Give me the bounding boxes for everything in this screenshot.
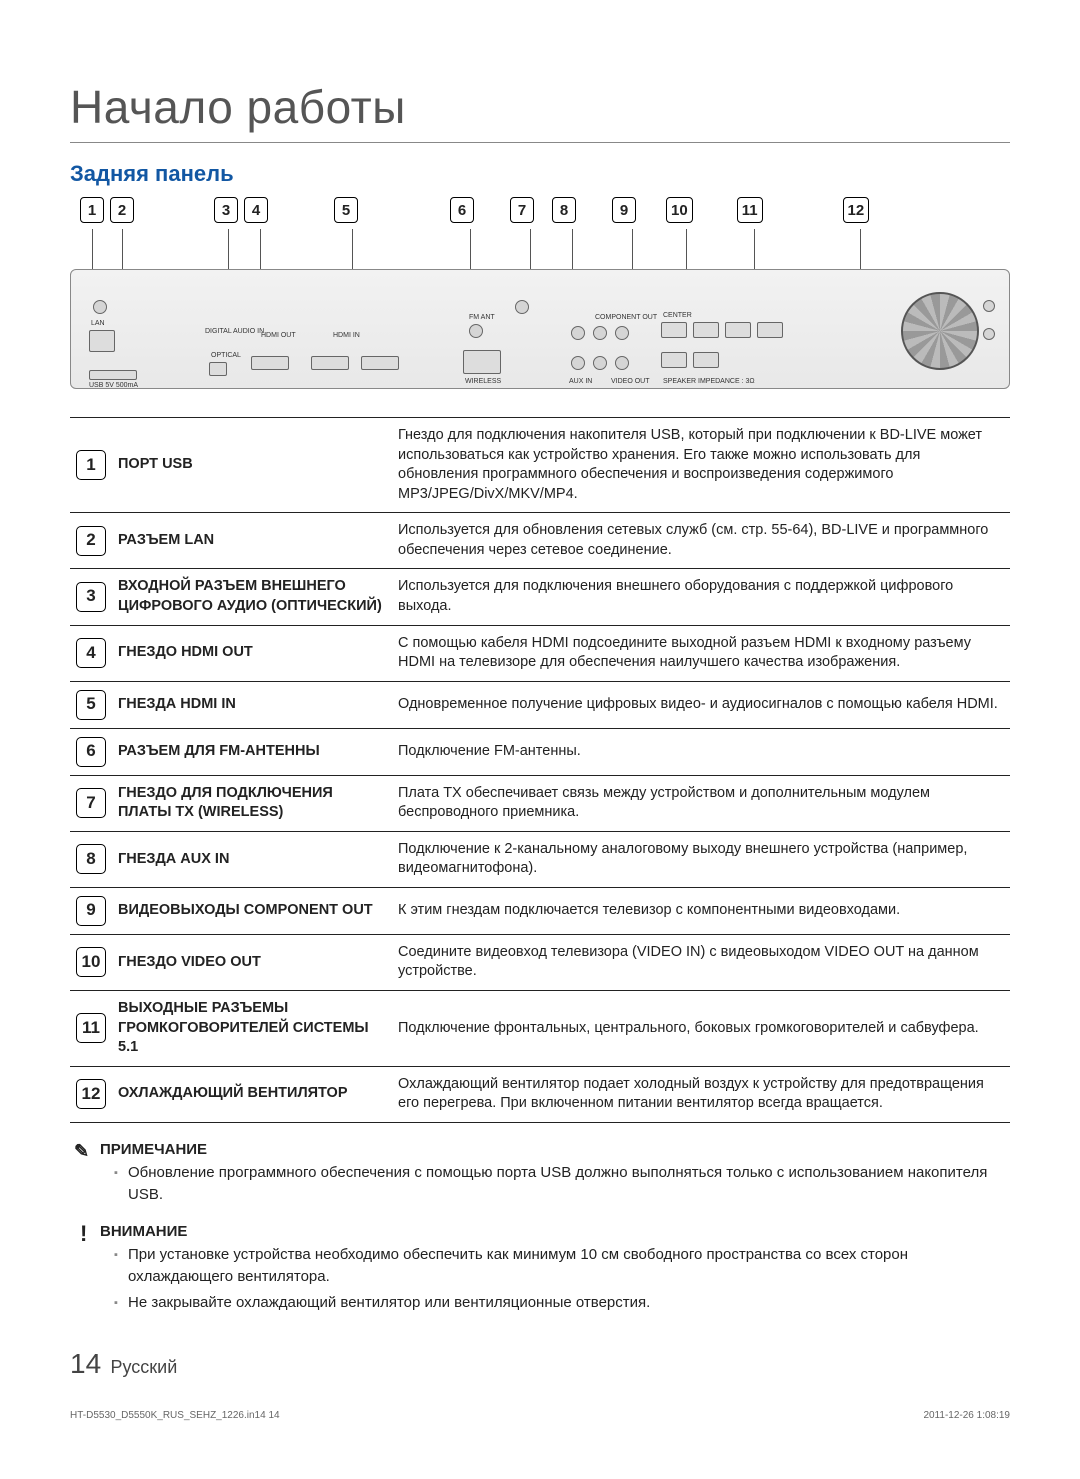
- note-item: Обновление программного обеспечения с по…: [114, 1162, 1010, 1206]
- caution-heading: ВНИМАНИЕ: [100, 1223, 187, 1240]
- port-label: РАЗЪЕМ LAN: [112, 513, 392, 569]
- port-label: ГНЕЗДО ДЛЯ ПОДКЛЮЧЕНИЯ ПЛАТЫ TX (WIRELES…: [112, 775, 392, 831]
- port-description: Подключение FM-антенны.: [392, 728, 1010, 775]
- port-number: 11: [76, 1013, 106, 1043]
- table-row: 5ГНЕЗДА HDMI INОдновременное получение ц…: [70, 681, 1010, 728]
- doc-timestamp: 2011-12-26 1:08:19: [923, 1410, 1010, 1421]
- port-label: ГНЕЗДО VIDEO OUT: [112, 934, 392, 990]
- diagram-label-component: COMPONENT OUT: [595, 314, 657, 321]
- table-row: 11ВЫХОДНЫЕ РАЗЪЕМЫ ГРОМКОГОВОРИТЕЛЕЙ СИС…: [70, 991, 1010, 1067]
- port-label: ВЫХОДНЫЕ РАЗЪЕМЫ ГРОМКОГОВОРИТЕЛЕЙ СИСТЕ…: [112, 991, 392, 1067]
- callout-9: 9: [612, 197, 636, 223]
- diagram-label-hdmi-in: HDMI IN: [333, 332, 360, 339]
- callout-4: 4: [244, 197, 268, 223]
- caution-block: ! ВНИМАНИЕ При установке устройства необ…: [70, 1223, 1010, 1313]
- port-label: ГНЕЗДА AUX IN: [112, 831, 392, 887]
- section-heading: Задняя панель: [70, 161, 1010, 187]
- table-row: 12ОХЛАЖДАЮЩИЙ ВЕНТИЛЯТОРОхлаждающий вент…: [70, 1066, 1010, 1122]
- callout-11: 11: [737, 197, 763, 223]
- port-description: К этим гнездам подключается телевизор с …: [392, 887, 1010, 934]
- port-description: Используется для подключения внешнего об…: [392, 569, 1010, 625]
- port-number: 6: [76, 737, 106, 767]
- port-description: Соедините видеовход телевизора (VIDEO IN…: [392, 934, 1010, 990]
- leader-lines: [70, 229, 1010, 269]
- port-description: С помощью кабеля HDMI подсоедините выход…: [392, 625, 1010, 681]
- table-row: 10ГНЕЗДО VIDEO OUTСоедините видеовход те…: [70, 934, 1010, 990]
- port-description: Используется для обновления сетевых служ…: [392, 513, 1010, 569]
- port-number: 2: [76, 526, 106, 556]
- diagram-label-hdmi-out: HDMI OUT: [261, 332, 296, 339]
- note-heading: ПРИМЕЧАНИЕ: [100, 1141, 207, 1158]
- ports-table: 1ПОРТ USBГнездо для подключения накопите…: [70, 417, 1010, 1123]
- table-row: 7ГНЕЗДО ДЛЯ ПОДКЛЮЧЕНИЯ ПЛАТЫ TX (WIRELE…: [70, 775, 1010, 831]
- port-description: Одновременное получение цифровых видео- …: [392, 681, 1010, 728]
- callout-7: 7: [510, 197, 534, 223]
- port-number: 12: [76, 1079, 106, 1109]
- diagram-label-usb: USB 5V 500mA: [89, 382, 138, 389]
- table-row: 4ГНЕЗДО HDMI OUTС помощью кабеля HDMI по…: [70, 625, 1010, 681]
- caution-item: При установке устройства необходимо обес…: [114, 1244, 1010, 1288]
- port-label: ГНЕЗДО HDMI OUT: [112, 625, 392, 681]
- port-number: 5: [76, 690, 106, 720]
- diagram-label-video-out: VIDEO OUT: [611, 378, 650, 385]
- port-number: 7: [76, 788, 106, 818]
- port-description: Гнездо для подключения накопителя USB, к…: [392, 418, 1010, 513]
- table-row: 6РАЗЪЕМ ДЛЯ FM-АНТЕННЫПодключение FM-ант…: [70, 728, 1010, 775]
- page-language: Русский: [111, 1357, 178, 1377]
- table-row: 2РАЗЪЕМ LANИспользуется для обновления с…: [70, 513, 1010, 569]
- port-description: Подключение фронтальных, центрального, б…: [392, 991, 1010, 1067]
- diagram-label-wireless: WIRELESS: [465, 378, 501, 385]
- note-block: ✎ ПРИМЕЧАНИЕ Обновление программного обе…: [70, 1141, 1010, 1206]
- table-row: 1ПОРТ USBГнездо для подключения накопите…: [70, 418, 1010, 513]
- port-number: 1: [76, 450, 106, 480]
- port-description: Плата TX обеспечивает связь между устрой…: [392, 775, 1010, 831]
- port-number: 8: [76, 844, 106, 874]
- diagram-label-lan: LAN: [91, 320, 105, 327]
- port-label: ВХОДНОЙ РАЗЪЕМ ВНЕШНЕГО ЦИФРОВОГО АУДИО …: [112, 569, 392, 625]
- callout-1: 1: [80, 197, 104, 223]
- callout-3: 3: [214, 197, 238, 223]
- callout-6: 6: [450, 197, 474, 223]
- diagram-label-center: CENTER: [663, 312, 692, 319]
- callout-number-row: 123456789101112: [70, 197, 1010, 223]
- port-number: 3: [76, 582, 106, 612]
- port-label: ПОРТ USB: [112, 418, 392, 513]
- callout-10: 10: [666, 197, 693, 223]
- callout-12: 12: [843, 197, 870, 223]
- port-number: 10: [76, 947, 106, 977]
- port-label: ГНЕЗДА HDMI IN: [112, 681, 392, 728]
- port-label: ВИДЕОВЫХОДЫ COMPONENT OUT: [112, 887, 392, 934]
- fan-icon: [901, 292, 979, 370]
- port-label: ОХЛАЖДАЮЩИЙ ВЕНТИЛЯТОР: [112, 1066, 392, 1122]
- table-row: 3ВХОДНОЙ РАЗЪЕМ ВНЕШНЕГО ЦИФРОВОГО АУДИО…: [70, 569, 1010, 625]
- diagram-label-aux-in: AUX IN: [569, 378, 592, 385]
- table-row: 8ГНЕЗДА AUX INПодключение к 2-канальному…: [70, 831, 1010, 887]
- diagram-label-speaker-imp: SPEAKER IMPEDANCE : 3Ω: [663, 378, 755, 385]
- port-number: 4: [76, 638, 106, 668]
- page-number: 14: [70, 1348, 101, 1379]
- caution-icon: !: [80, 1221, 87, 1247]
- callout-5: 5: [334, 197, 358, 223]
- diagram-label-digital-audio: DIGITAL AUDIO IN: [205, 328, 264, 335]
- callout-8: 8: [552, 197, 576, 223]
- page-footer: 14 Русский: [70, 1348, 1010, 1380]
- page-title: Начало работы: [70, 80, 1010, 143]
- port-description: Подключение к 2-канальному аналоговому в…: [392, 831, 1010, 887]
- note-icon: ✎: [74, 1141, 89, 1162]
- table-row: 9ВИДЕОВЫХОДЫ COMPONENT OUTК этим гнездам…: [70, 887, 1010, 934]
- diagram-label-fm-ant: FM ANT: [469, 314, 495, 321]
- callout-2: 2: [110, 197, 134, 223]
- caution-item: Не закрывайте охлаждающий вентилятор или…: [114, 1292, 1010, 1314]
- doc-ref: HT-D5530_D5550K_RUS_SEHZ_1226.in14 14: [70, 1410, 280, 1421]
- rear-panel-diagram: LAN USB 5V 500mA DIGITAL AUDIO IN HDMI O…: [70, 269, 1010, 389]
- diagram-label-optical: OPTICAL: [211, 352, 241, 359]
- port-number: 9: [76, 896, 106, 926]
- port-label: РАЗЪЕМ ДЛЯ FM-АНТЕННЫ: [112, 728, 392, 775]
- port-description: Охлаждающий вентилятор подает холодный в…: [392, 1066, 1010, 1122]
